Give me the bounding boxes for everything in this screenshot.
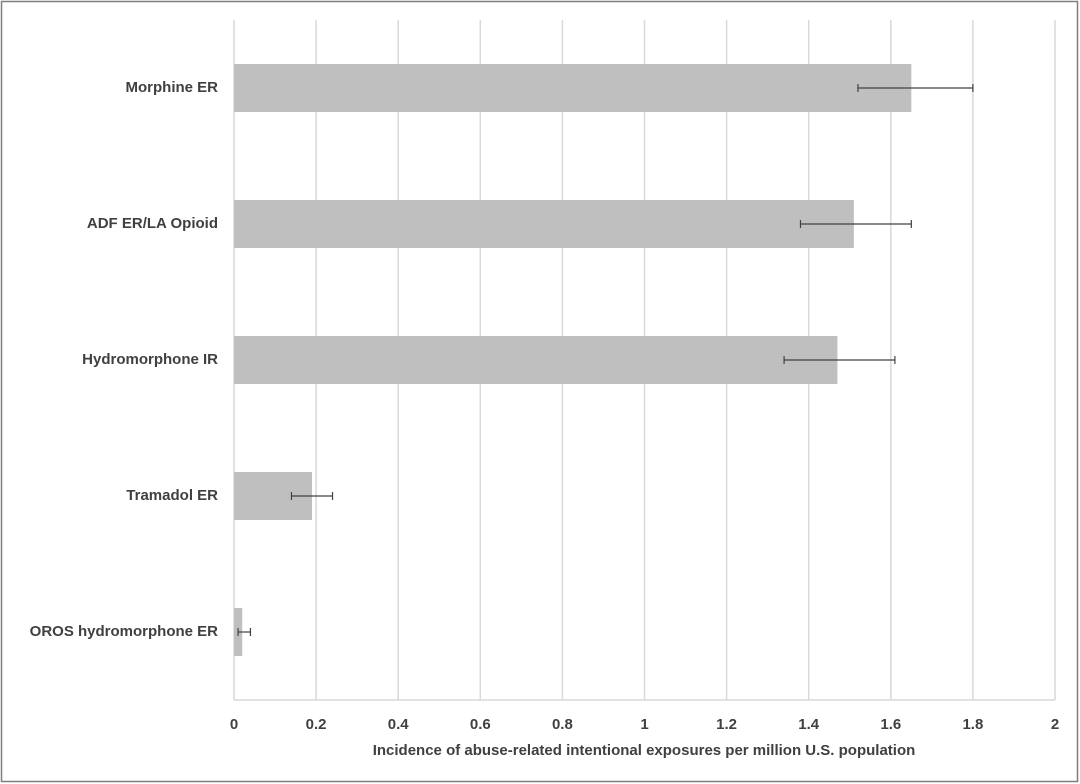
error-bar xyxy=(290,492,334,500)
error-bar xyxy=(783,356,896,364)
x-tick-label: 0.6 xyxy=(470,716,491,733)
error-bar xyxy=(857,84,974,92)
y-tick-label: Morphine ER xyxy=(126,79,219,96)
x-tick-label: 0.2 xyxy=(306,716,327,733)
x-tick-label: 1.6 xyxy=(880,716,901,733)
bar xyxy=(234,200,854,248)
bar xyxy=(234,64,912,112)
x-tick-label: 1.2 xyxy=(716,716,737,733)
error-bar xyxy=(237,628,252,636)
y-tick-label: Tramadol ER xyxy=(126,487,218,504)
x-tick-label: 0.4 xyxy=(388,716,410,733)
y-tick-label: Hydromorphone IR xyxy=(82,351,218,368)
x-tick-label: 0 xyxy=(230,716,238,733)
x-tick-label: 2 xyxy=(1051,716,1059,733)
x-axis-title: Incidence of abuse-related intentional e… xyxy=(373,742,916,759)
error-bar xyxy=(799,220,912,228)
bar xyxy=(234,336,838,384)
x-tick-label: 1 xyxy=(640,716,648,733)
y-tick-label: OROS hydromorphone ER xyxy=(30,623,219,640)
x-tick-label: 1.8 xyxy=(962,716,983,733)
x-tick-label: 0.8 xyxy=(552,716,573,733)
y-tick-label: ADF ER/LA Opioid xyxy=(87,215,218,232)
x-tick-label: 1.4 xyxy=(798,716,820,733)
